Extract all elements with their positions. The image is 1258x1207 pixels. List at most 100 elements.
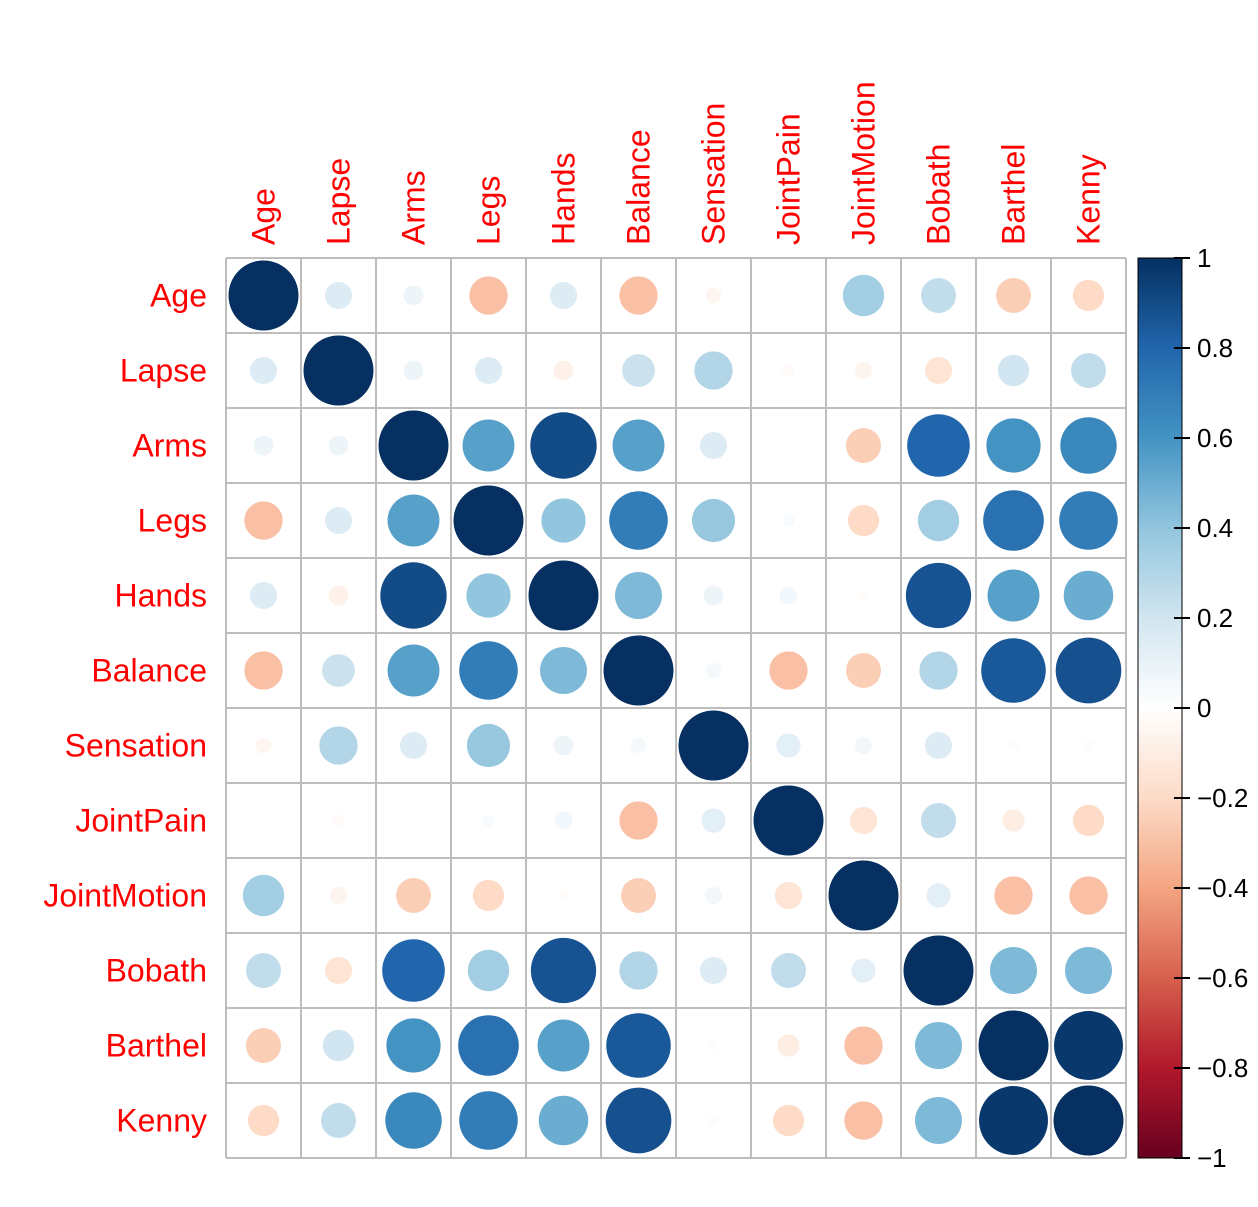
corr-circle-kenny-arms (385, 1092, 442, 1149)
corr-circle-arms-legs (462, 419, 515, 472)
corr-circle-sensation-jointpain (776, 733, 801, 758)
corr-circle-lapse-age (249, 356, 278, 385)
corr-circle-arms-lapse (328, 435, 349, 456)
corr-circle-jointmotion-barthel (994, 876, 1033, 915)
corr-circle-lapse-arms (403, 360, 424, 381)
corr-circle-bobath-bobath (903, 935, 974, 1006)
correlation-circles (228, 260, 1124, 1156)
grid (225, 257, 1127, 1159)
corr-circle-kenny-sensation (708, 1115, 719, 1126)
corr-circle-legs-balance (609, 491, 668, 550)
corr-circle-barthel-age (246, 1028, 281, 1063)
colorbar-tick-label: 0 (1197, 693, 1211, 723)
corr-circle-jointpain-legs (482, 814, 495, 827)
corr-circle-kenny-legs (459, 1091, 518, 1150)
row-label-age: Age (150, 278, 207, 314)
corr-circle-hands-sensation (703, 585, 724, 606)
corr-circle-lapse-hands (553, 360, 574, 381)
corr-circle-barthel-sensation (708, 1040, 719, 1051)
corr-circle-barthel-arms (386, 1018, 441, 1073)
colorbar-tick-label: −1 (1197, 1143, 1227, 1173)
corr-circle-kenny-jointpain (772, 1104, 805, 1137)
row-labels: Age Lapse Arms Legs Hands Balance Sensation Joi… (43, 278, 207, 1139)
corr-circle-bobath-arms (382, 939, 445, 1002)
corr-circle-barthel-jointpain (777, 1034, 800, 1057)
corr-circle-kenny-bobath (915, 1097, 962, 1144)
corr-circle-legs-hands (541, 498, 586, 543)
corr-circle-bobath-lapse (324, 956, 353, 985)
col-label-barthel: Barthel (996, 144, 1032, 245)
corr-circle-hands-legs (466, 573, 511, 618)
corr-circle-balance-bobath (919, 651, 958, 690)
colorbar-tick-label: 0.6 (1197, 423, 1233, 453)
corr-circle-arms-barthel (986, 418, 1041, 473)
corr-circle-age-barthel (996, 278, 1031, 313)
corr-circle-balance-hands (540, 647, 587, 694)
row-label-barthel: Barthel (106, 1028, 207, 1064)
corr-circle-barthel-balance (606, 1013, 671, 1078)
corr-circle-hands-balance (615, 572, 662, 619)
corr-circle-bobath-jointmotion (851, 958, 876, 983)
corr-circle-sensation-hands (553, 735, 574, 756)
corr-circle-bobath-sensation (699, 956, 728, 985)
corr-circle-age-age (228, 260, 299, 331)
corr-circle-jointmotion-arms (396, 878, 431, 913)
corr-circle-barthel-bobath (915, 1022, 962, 1069)
corr-circle-balance-jointpain (769, 651, 808, 690)
corr-circle-kenny-lapse (321, 1103, 356, 1138)
corr-circle-jointpain-kenny (1072, 804, 1105, 837)
corr-circle-age-bobath (921, 278, 956, 313)
corr-circle-hands-bobath (905, 562, 972, 629)
row-label-kenny: Kenny (116, 1103, 207, 1139)
colorbar-tick-label: −0.6 (1197, 963, 1248, 993)
col-label-sensation: Sensation (696, 103, 732, 245)
corr-circle-hands-jointpain (779, 586, 798, 605)
corr-circle-jointmotion-kenny (1069, 876, 1108, 915)
corr-circle-jointpain-hands (554, 811, 573, 830)
corr-circle-lapse-balance (622, 354, 655, 387)
corr-circle-age-lapse (324, 281, 353, 310)
row-label-balance: Balance (91, 653, 207, 689)
col-label-arms: Arms (396, 170, 432, 245)
corr-circle-arms-sensation (699, 431, 728, 460)
corr-circle-jointpain-bobath (921, 803, 956, 838)
corr-circle-age-balance (619, 276, 658, 315)
corr-circle-barthel-jointmotion (844, 1026, 883, 1065)
col-label-balance: Balance (621, 129, 657, 245)
col-label-legs: Legs (471, 176, 507, 245)
corr-circle-barthel-barthel (978, 1010, 1049, 1081)
corr-circle-lapse-bobath (924, 356, 953, 385)
corr-circle-lapse-jointmotion (854, 361, 873, 380)
col-label-lapse: Lapse (321, 158, 357, 245)
corr-circle-hands-hands (528, 560, 599, 631)
corr-circle-jointmotion-jointmotion (828, 860, 899, 931)
corr-circle-jointmotion-hands (558, 890, 569, 901)
col-label-bobath: Bobath (921, 144, 957, 245)
corr-circle-balance-jointmotion (846, 653, 881, 688)
corr-circle-legs-jointmotion (847, 504, 880, 537)
corr-circle-balance-legs (459, 641, 518, 700)
corr-circle-barthel-lapse (322, 1029, 355, 1062)
corr-circle-legs-arms (387, 494, 440, 547)
col-label-jointpain: JointPain (771, 113, 807, 245)
corr-circle-jointmotion-bobath (926, 883, 951, 908)
corr-circle-hands-jointmotion (858, 590, 869, 601)
row-label-sensation: Sensation (65, 728, 207, 764)
corr-circle-age-jointmotion (842, 274, 885, 317)
corr-circle-barthel-kenny (1054, 1011, 1123, 1080)
colorbar: 1 0.8 0.6 0.4 0.2 0 −0.2 −0.4 −0.6 −0.8 −1 (1137, 243, 1248, 1173)
corr-circle-arms-hands (530, 412, 597, 479)
corr-circle-balance-arms (387, 644, 440, 697)
corr-circle-lapse-lapse (303, 335, 374, 406)
corr-circle-arms-kenny (1060, 417, 1117, 474)
corr-circle-jointmotion-balance (621, 878, 656, 913)
corr-circle-balance-sensation (705, 662, 722, 679)
corr-circle-hands-lapse (328, 585, 349, 606)
column-labels: Age Lapse Arms Legs Hands Balance Sensation Joi… (246, 81, 1107, 245)
corr-circle-legs-bobath (917, 499, 960, 542)
col-label-kenny: Kenny (1071, 154, 1107, 245)
corr-circle-lapse-legs (474, 356, 503, 385)
corr-circle-sensation-arms (399, 731, 428, 760)
corr-circle-jointmotion-age (242, 874, 285, 917)
